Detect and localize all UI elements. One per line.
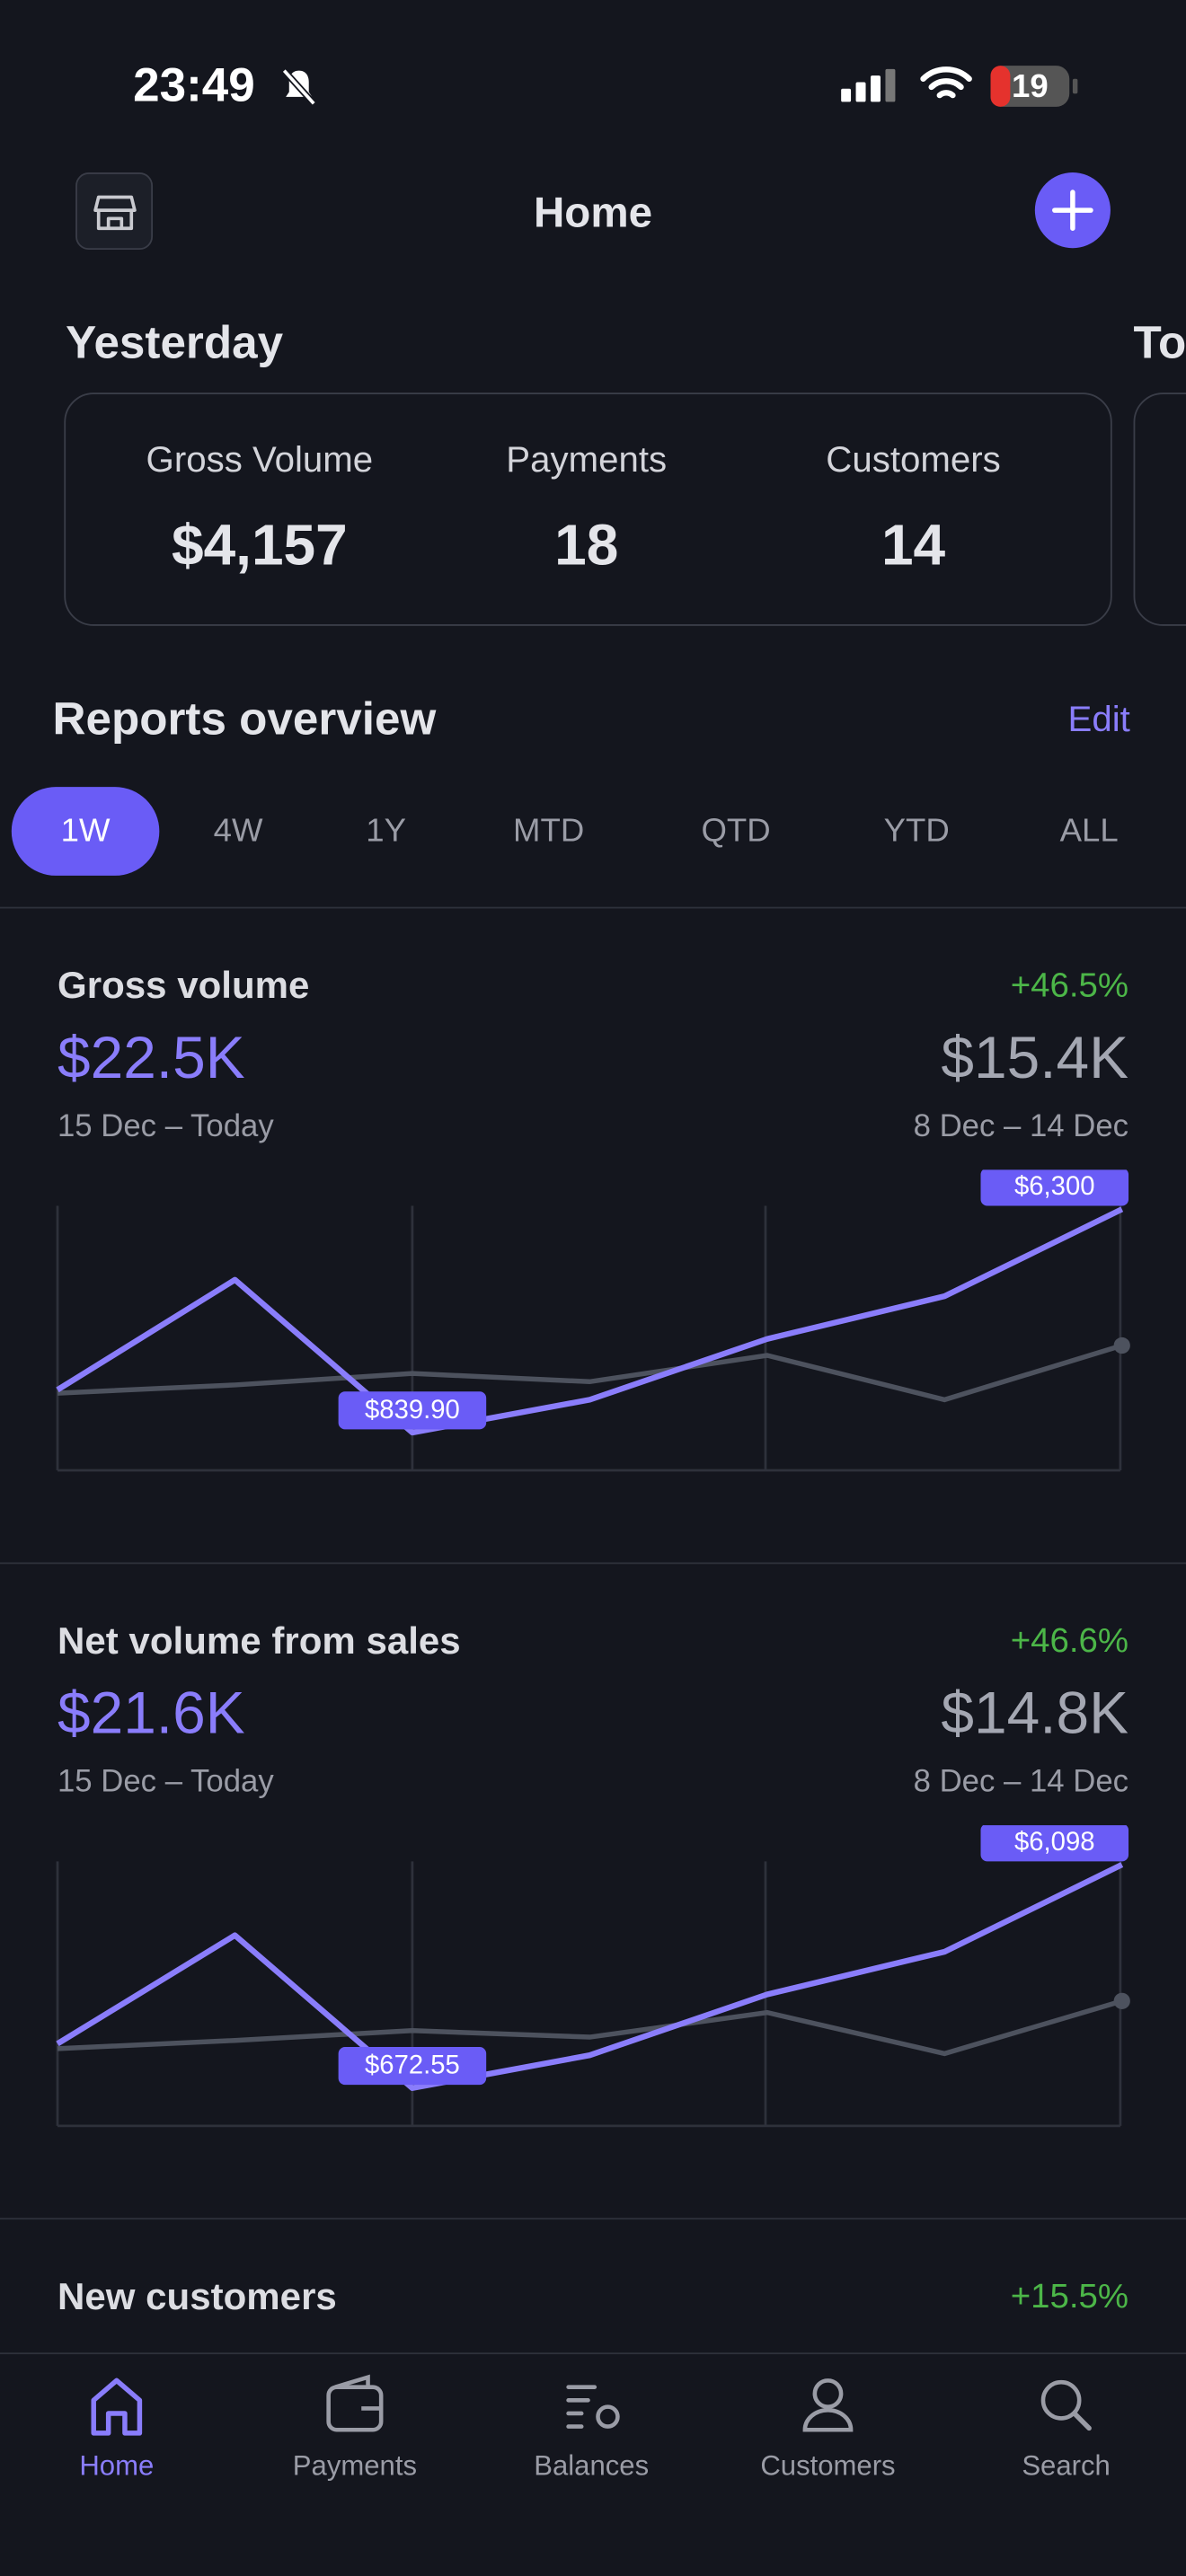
- previous-end-dot: [1113, 1337, 1130, 1354]
- value-badge: [980, 1169, 1129, 1206]
- previous-total: $15.4K: [941, 1023, 1129, 1091]
- current-range: 15 Dec – Today: [57, 1109, 274, 1144]
- stat-value: 18: [554, 513, 619, 578]
- previous-end-dot: [1113, 1992, 1130, 2009]
- value-badge-label: $6,098: [1014, 1828, 1094, 1857]
- value-badge-label: $839.90: [365, 1396, 460, 1425]
- current-line: [56, 1206, 1124, 1436]
- header-title: Home: [533, 187, 653, 237]
- summary-card: [64, 393, 1112, 626]
- value-badge: [338, 2047, 487, 2086]
- divider: [0, 1562, 1186, 1565]
- previous-total: $14.8K: [941, 1679, 1129, 1747]
- summary-next-title: To: [1133, 317, 1186, 368]
- tab-bar-item[interactable]: Home: [79, 2450, 155, 2482]
- stat-value: $4,157: [172, 513, 348, 578]
- edit-button[interactable]: Edit: [1067, 698, 1130, 740]
- period-tab[interactable]: MTD: [513, 813, 585, 850]
- previous-line: [57, 1998, 1123, 2057]
- battery-icon: [990, 66, 1078, 107]
- card-change: +46.6%: [1010, 1622, 1129, 1661]
- tab-bar-item[interactable]: Search: [1022, 2450, 1111, 2482]
- card-change: +15.5%: [1010, 2278, 1129, 2316]
- stat-label: Customers: [826, 438, 1001, 481]
- tab-bar-item[interactable]: Payments: [292, 2450, 418, 2482]
- card-title: Net volume from sales: [57, 1619, 461, 1663]
- card-title: New customers: [57, 2274, 337, 2317]
- card-title: Gross volume: [57, 963, 310, 1007]
- value-badge: [980, 1825, 1129, 1862]
- divider: [0, 906, 1186, 909]
- signal-icon: [841, 68, 896, 102]
- current-line: [56, 1862, 1124, 2091]
- period-tab[interactable]: ALL: [1059, 813, 1119, 850]
- card-change: +46.5%: [1010, 966, 1129, 1005]
- period-tab[interactable]: 1Y: [366, 813, 407, 850]
- tab-bar-item[interactable]: Balances: [534, 2450, 650, 2482]
- current-total: $22.5K: [57, 1023, 245, 1091]
- tab-bar-icons: [91, 2374, 1092, 2436]
- current-range: 15 Dec – Today: [57, 1765, 274, 1800]
- summary-title: Yesterday: [66, 317, 284, 368]
- line-chart: $6,098 $672.55: [56, 1825, 1130, 2128]
- previous-range: 8 Dec – 14 Dec: [913, 1109, 1129, 1144]
- value-badge: [338, 1391, 487, 1430]
- reports-title: Reports overview: [52, 693, 437, 745]
- period-tab[interactable]: YTD: [883, 813, 950, 850]
- tab-bar-item[interactable]: Customers: [760, 2450, 896, 2482]
- period-tab[interactable]: QTD: [701, 813, 771, 850]
- stat-label: Payments: [506, 438, 668, 481]
- previous-line: [57, 1343, 1123, 1403]
- tab-selected-pill: [11, 787, 160, 876]
- wifi-icon: [920, 66, 972, 99]
- status-time: 23:49: [133, 59, 255, 113]
- value-badge-label: $6,300: [1014, 1172, 1094, 1201]
- bell-off-icon: [281, 68, 316, 106]
- divider: [0, 2218, 1186, 2220]
- store-button[interactable]: [75, 172, 154, 251]
- period-tab[interactable]: 4W: [213, 813, 263, 850]
- period-tab[interactable]: 1W: [60, 813, 111, 850]
- add-button[interactable]: [1034, 172, 1111, 249]
- battery-level: 19: [1012, 68, 1049, 106]
- stat-label: Gross Volume: [146, 438, 374, 481]
- line-chart: $6,300 $839.90: [56, 1169, 1130, 1472]
- current-total: $21.6K: [57, 1679, 245, 1747]
- tab-bar: Home Payments Balances Customers Search: [0, 2352, 1186, 2576]
- value-badge-label: $672.55: [365, 2051, 460, 2080]
- summary-card-next: [1133, 393, 1186, 626]
- previous-range: 8 Dec – 14 Dec: [913, 1765, 1129, 1800]
- stat-value: 14: [881, 513, 946, 578]
